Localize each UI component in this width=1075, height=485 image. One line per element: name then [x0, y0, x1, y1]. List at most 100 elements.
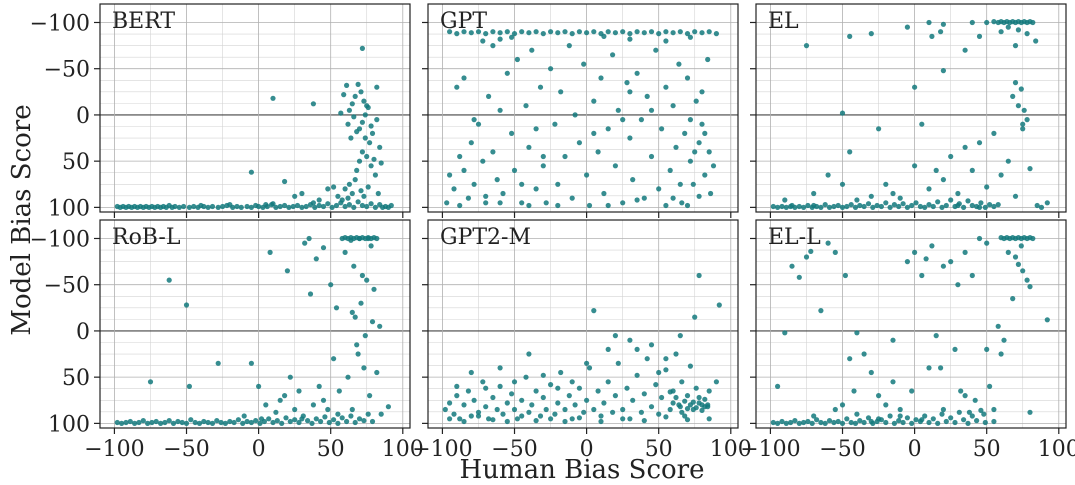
y-tick-label: −50	[44, 274, 90, 299]
data-point	[890, 379, 896, 385]
data-point	[591, 308, 597, 314]
data-point	[831, 419, 837, 426]
data-point	[483, 404, 489, 410]
data-point	[1030, 235, 1036, 242]
data-point	[490, 29, 496, 35]
data-point	[313, 256, 319, 262]
data-point	[805, 418, 811, 425]
data-point	[919, 417, 925, 423]
data-point	[848, 419, 854, 426]
data-point	[1024, 117, 1030, 123]
data-point	[378, 411, 384, 417]
x-tick-label: 100	[710, 437, 752, 462]
data-point	[504, 418, 510, 425]
data-point	[955, 202, 961, 209]
data-point	[929, 243, 935, 249]
data-point	[375, 190, 381, 197]
data-point	[548, 382, 554, 388]
data-point	[991, 130, 997, 136]
data-point	[344, 82, 350, 88]
data-point	[345, 195, 351, 201]
data-point	[486, 416, 492, 422]
data-point	[354, 167, 360, 173]
data-point	[598, 75, 604, 81]
data-point	[465, 195, 471, 201]
data-point	[584, 397, 590, 403]
data-point	[335, 193, 341, 199]
data-point	[480, 38, 486, 44]
data-point	[991, 19, 997, 25]
data-point	[839, 402, 846, 408]
data-point	[912, 84, 918, 90]
data-point	[509, 130, 515, 136]
data-point	[1001, 337, 1007, 343]
data-point	[1005, 249, 1011, 255]
data-point	[995, 323, 1001, 329]
data-point	[352, 314, 358, 320]
data-point	[345, 121, 351, 127]
data-point	[576, 385, 583, 391]
data-point	[984, 346, 990, 352]
data-point	[874, 202, 880, 209]
data-point	[627, 36, 633, 42]
data-point	[976, 33, 983, 40]
data-point	[181, 203, 187, 210]
data-point	[348, 135, 354, 141]
data-point	[349, 309, 355, 315]
data-point	[801, 419, 807, 426]
data-point	[339, 197, 345, 203]
data-point	[981, 411, 987, 417]
y-tick-label: 100	[48, 196, 90, 221]
data-point	[644, 93, 650, 99]
data-point	[256, 383, 262, 389]
data-point	[299, 204, 305, 210]
data-point	[770, 419, 776, 426]
data-point	[471, 397, 477, 403]
data-point	[209, 420, 216, 426]
data-point	[279, 420, 285, 426]
data-point	[677, 404, 683, 410]
data-point	[333, 305, 340, 311]
data-point	[955, 190, 961, 197]
y-tick-label: −50	[44, 58, 90, 83]
data-point	[978, 200, 984, 206]
data-point	[359, 119, 365, 125]
data-point	[238, 204, 244, 210]
data-point	[533, 186, 539, 192]
data-point	[933, 333, 939, 339]
data-point	[624, 385, 630, 391]
data-point	[526, 30, 532, 36]
data-point	[519, 413, 525, 419]
data-point	[372, 204, 378, 210]
x-tick-label: −50	[163, 437, 209, 462]
data-point	[713, 379, 720, 385]
data-point	[336, 388, 342, 394]
data-point	[566, 393, 572, 399]
data-point	[663, 414, 669, 420]
data-point	[352, 177, 358, 183]
plot-frame	[427, 3, 739, 213]
y-tick-label: 100	[48, 412, 90, 437]
data-point	[1027, 409, 1033, 415]
data-point	[998, 351, 1004, 357]
data-point	[480, 379, 486, 385]
data-point	[263, 202, 269, 208]
data-point	[706, 149, 712, 155]
data-point	[627, 89, 633, 95]
data-point	[878, 203, 885, 210]
data-point	[670, 103, 676, 109]
panel-gpt: GPT	[422, 3, 739, 218]
data-point	[1012, 43, 1019, 49]
data-point	[244, 203, 250, 210]
data-point	[1021, 107, 1027, 113]
data-point	[708, 190, 714, 197]
data-point	[891, 202, 898, 208]
data-point	[283, 415, 289, 421]
data-point	[969, 167, 975, 173]
data-point	[1015, 103, 1022, 109]
data-point	[1030, 19, 1036, 26]
data-point	[677, 29, 683, 35]
data-point	[861, 351, 867, 357]
data-point	[690, 181, 696, 187]
